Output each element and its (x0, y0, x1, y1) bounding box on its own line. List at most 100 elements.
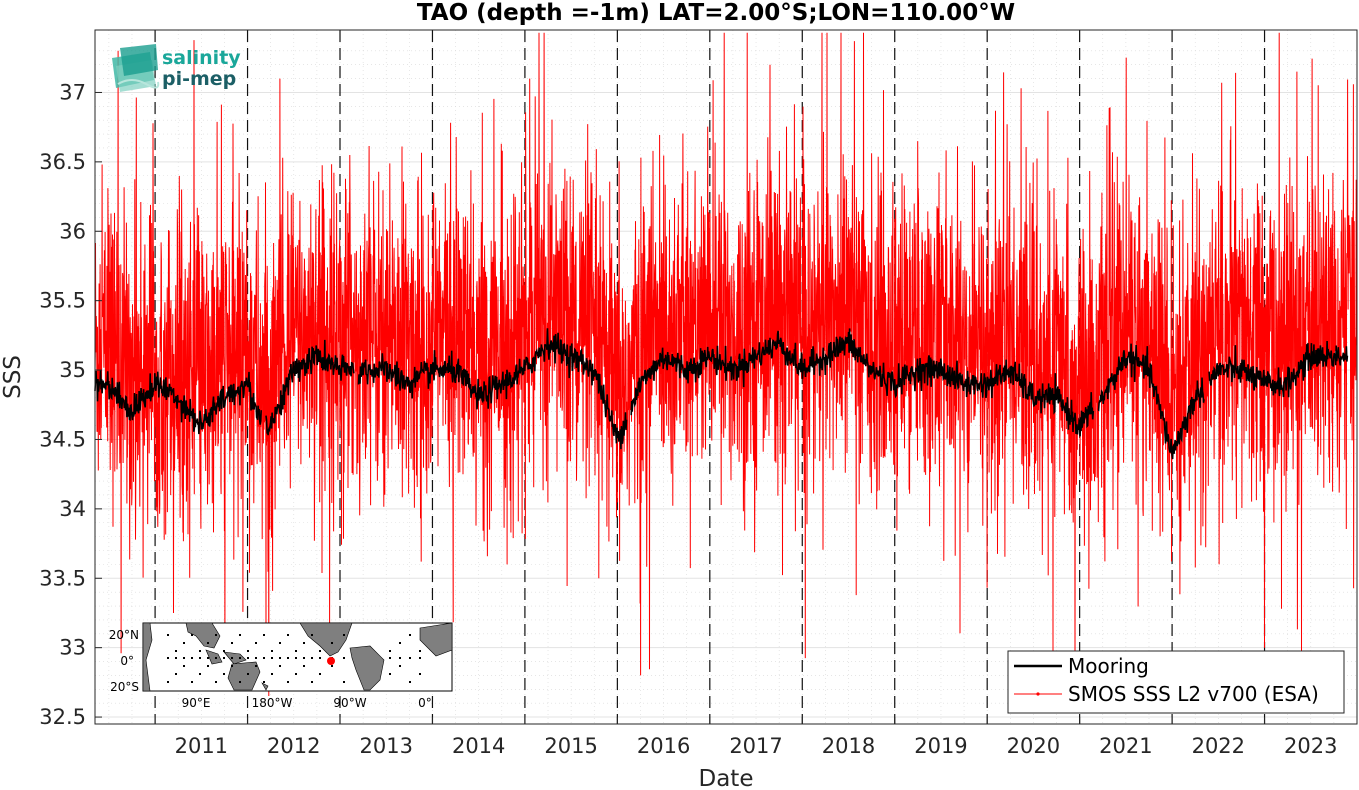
x-tick-label-2023: 2023 (1284, 734, 1337, 758)
inset-station-dot (279, 642, 281, 644)
inset-station-dot (287, 634, 289, 636)
inset-station-dot (215, 657, 217, 659)
inset-station-dot (239, 681, 241, 683)
plot-area (94, 29, 1358, 725)
y-tick-label-36: 36 (59, 219, 86, 243)
inset-station-dot (287, 681, 289, 683)
inset-station-dot (263, 634, 265, 636)
inset-station-dot (419, 650, 421, 652)
x-axis: 2011 2012 2013 2014 2015 2016 2017 2018 2019 2020… (154, 717, 1337, 758)
inset-station-dot (295, 650, 297, 652)
inset-station-dot (319, 650, 321, 652)
y-tick-label-33: 33 (59, 636, 86, 660)
inset-station-dot (409, 657, 411, 659)
inset-station-dot (175, 650, 177, 652)
inset-land (142, 622, 453, 692)
inset-lat-20s: 20°S (110, 680, 139, 694)
inset-station-dot (167, 657, 169, 659)
inset-station-dot (183, 665, 185, 667)
inset-lon-180w: 180°W (252, 696, 293, 710)
inset-station-dot (247, 650, 249, 652)
inset-station-dot (255, 642, 257, 644)
x-tick-label-2021: 2021 (1099, 734, 1152, 758)
y-tick-label-37: 37 (59, 80, 86, 104)
legend-label-smos: SMOS SSS L2 v700 (ESA) (1068, 682, 1319, 706)
x-tick-label-2013: 2013 (360, 734, 413, 758)
inset-station-dot (255, 665, 257, 667)
inset-station-dot (271, 673, 273, 675)
inset-station-dot (175, 673, 177, 675)
inset-station-dot (399, 642, 401, 644)
mooring-line-segment-2 (357, 328, 628, 450)
salinity-pi-mep-logo: salinity pi-mep (112, 44, 241, 92)
mooring-line-segment-4 (1097, 343, 1205, 460)
y-tick-label-33.5: 33.5 (39, 566, 86, 590)
inset-station-dot (303, 642, 305, 644)
inset-station-dot (199, 650, 201, 652)
inset-station-dot (319, 673, 321, 675)
inset-station-dot (223, 650, 225, 652)
logo-wave-icon (112, 44, 160, 92)
inset-station-dot (191, 634, 193, 636)
inset-station-dot (331, 642, 333, 644)
x-tick-label-2020: 2020 (1007, 734, 1060, 758)
x-tick-label-2022: 2022 (1192, 734, 1245, 758)
x-tick-label-2015: 2015 (544, 734, 597, 758)
inset-station-dot (231, 657, 233, 659)
y-tick-label-32.5: 32.5 (39, 705, 86, 729)
plot-frame (94, 29, 1358, 725)
inset-station-dot (389, 673, 391, 675)
x-tick-label-2017: 2017 (729, 734, 782, 758)
inset-station-dot (279, 665, 281, 667)
inset-map-frame (142, 622, 453, 692)
inset-lat-0: 0° (120, 654, 134, 668)
inset-station-dot (255, 657, 257, 659)
inset-station-dot (207, 665, 209, 667)
inset-station-dot (183, 657, 185, 659)
mooring-line-segment-5 (1208, 340, 1349, 398)
inset-station-dot (239, 634, 241, 636)
inset-station-dot (191, 681, 193, 683)
inset-station-dot (247, 657, 249, 659)
inset-station-dot (271, 657, 273, 659)
legend-label-mooring: Mooring (1068, 654, 1149, 678)
inset-station-dot (279, 657, 281, 659)
inset-station-dot (223, 657, 225, 659)
inset-station-dot (207, 642, 209, 644)
series-smos (94, 32, 1358, 697)
inset-station-dot (263, 681, 265, 683)
inset-station-dot (215, 634, 217, 636)
inset-station-marker (327, 657, 335, 665)
mooring-line-segment-0 (94, 370, 262, 435)
x-tick-label-2016: 2016 (637, 734, 690, 758)
series-mooring (94, 328, 1349, 460)
inset-station-dot (215, 681, 217, 683)
inset-station-dot (167, 681, 169, 683)
inset-station-dot (419, 657, 421, 659)
inset-station-dot (389, 657, 391, 659)
x-tick-label-2019: 2019 (914, 734, 967, 758)
y-tick-label-34: 34 (59, 497, 86, 521)
inset-lon-90w: 90°W (333, 696, 366, 710)
inset-station-dot (419, 673, 421, 675)
inset-station-dot (399, 657, 401, 659)
inset-station-dot (303, 657, 305, 659)
logo-text-salinity: salinity (162, 47, 241, 69)
inset-station-dot (183, 642, 185, 644)
chart-title: TAO (depth =-1m) LAT=2.00°S;LON=110.00°W (417, 0, 1015, 26)
inset-station-dot (231, 642, 233, 644)
y-axis: 32.5 33 33.5 34 34.5 35 35.5 36 36.5 37 (39, 80, 102, 729)
legend-swatch-smos-marker (1036, 692, 1040, 696)
y-axis-label: SSS (0, 355, 26, 399)
logo-text-pi-mep: pi-mep (162, 68, 236, 90)
inset-lat-20n: 20°N (109, 628, 139, 642)
inset-station-dot (199, 673, 201, 675)
inset-station-dot (247, 673, 249, 675)
y-tick-label-35.5: 35.5 (39, 289, 86, 313)
inset-station-dot (223, 673, 225, 675)
inset-station-dot (389, 650, 391, 652)
inset-station-dot (175, 657, 177, 659)
x-tick-label-2014: 2014 (452, 734, 505, 758)
smos-line (94, 32, 1358, 697)
